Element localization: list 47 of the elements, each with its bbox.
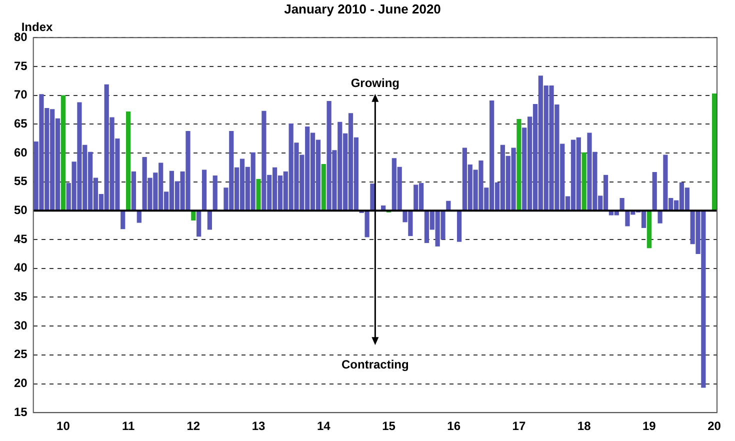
bar [131, 171, 136, 211]
bar [196, 210, 202, 237]
y-tick-label: 40 [14, 260, 28, 275]
y-tick-label: 25 [14, 347, 28, 362]
x-tick-label: 16 [447, 419, 461, 434]
y-tick-label: 45 [14, 232, 28, 246]
bar [136, 210, 142, 223]
bar [191, 210, 196, 220]
x-tick-label: 17 [512, 419, 526, 434]
bar [652, 172, 657, 211]
bar [456, 210, 462, 242]
bar [60, 95, 66, 211]
bar [321, 164, 326, 211]
bar [516, 118, 522, 211]
y-tick-label: 35 [14, 290, 28, 304]
x-tick-label: 15 [382, 419, 396, 434]
x-tick-label: 10 [56, 419, 70, 434]
bar [202, 170, 207, 211]
x-tick-label: 20 [708, 419, 722, 434]
x-tick-label: 13 [252, 419, 266, 434]
bar [120, 210, 126, 230]
bar [207, 210, 212, 230]
chart-title: January 2010 - June 2020 [284, 1, 441, 16]
bar [712, 94, 717, 211]
y-tick-label: 70 [14, 88, 28, 102]
x-tick-label: 12 [186, 419, 200, 434]
y-tick-label: 75 [14, 58, 28, 73]
bar [646, 210, 652, 248]
y-tick-label: 20 [14, 376, 28, 390]
bar [620, 198, 624, 211]
y-tick-label: 65 [14, 116, 28, 130]
bar [582, 152, 586, 211]
y-tick-label: 50 [14, 202, 28, 217]
y-tick-label: 30 [14, 318, 28, 332]
x-tick-label: 18 [577, 419, 592, 434]
y-tick-label: 60 [14, 145, 28, 160]
bar [212, 175, 218, 211]
y-tick-label: 15 [14, 404, 28, 419]
bar [126, 111, 131, 211]
bar [256, 178, 261, 211]
bar [658, 210, 662, 224]
y-tick-label: 55 [14, 174, 28, 188]
x-tick-label: 11 [122, 419, 135, 434]
annotation: Contracting [342, 357, 409, 372]
annotation: Growing [350, 76, 400, 90]
x-tick-label: 14 [316, 419, 331, 434]
x-tick-label: 19 [642, 419, 656, 434]
